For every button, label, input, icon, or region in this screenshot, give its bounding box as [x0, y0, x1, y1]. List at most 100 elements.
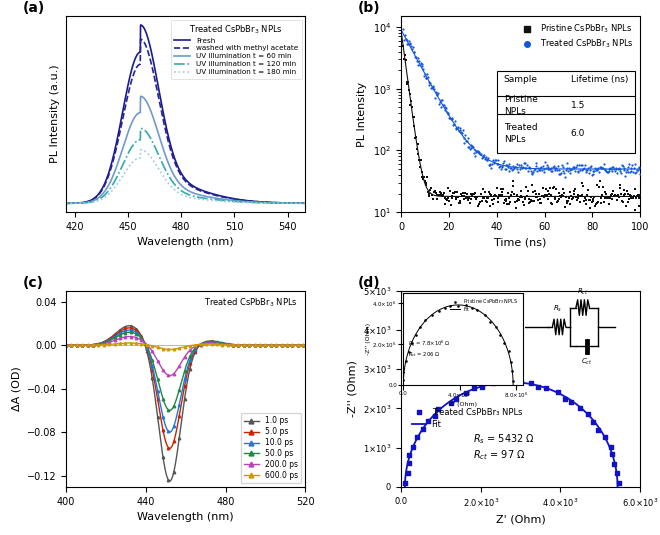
- Point: [523, 187, 533, 195]
- Treated CsPbBr₃ NPLs: [526, 379, 537, 387]
- Point: [537, 165, 547, 174]
- Point: [481, 193, 492, 202]
- Point: [634, 194, 644, 203]
- Point: [555, 170, 566, 179]
- Point: [544, 190, 554, 198]
- Point: [512, 196, 523, 205]
- Point: [406, 97, 416, 105]
- Point: [411, 133, 421, 141]
- Point: [519, 201, 529, 210]
- Point: [456, 127, 467, 136]
- Point: [468, 189, 478, 198]
- Point: [630, 184, 640, 193]
- Point: [417, 60, 428, 68]
- Point: [556, 190, 567, 199]
- Point: [620, 189, 630, 198]
- FancyBboxPatch shape: [496, 71, 636, 154]
- Point: [515, 164, 525, 173]
- Point: [449, 117, 460, 125]
- Point: [437, 192, 447, 200]
- Point: [413, 150, 424, 158]
- Point: [441, 195, 451, 203]
- Point: [416, 62, 427, 70]
- Text: 1.5: 1.5: [571, 101, 585, 110]
- Point: [457, 126, 468, 134]
- Point: [507, 166, 517, 174]
- Point: [446, 194, 457, 203]
- Treated CsPbBr₃ NPLs: [446, 399, 456, 408]
- Point: [452, 124, 463, 132]
- Point: [463, 143, 474, 151]
- Point: [418, 175, 428, 184]
- Point: [517, 198, 528, 207]
- Point: [414, 61, 425, 70]
- Point: [453, 193, 463, 202]
- Point: [444, 114, 455, 123]
- Point: [484, 188, 494, 196]
- Point: [529, 187, 540, 196]
- Point: [577, 161, 587, 170]
- Point: [452, 188, 463, 196]
- Point: [609, 192, 619, 200]
- Point: [442, 108, 452, 116]
- Treated CsPbBr₃ NPLs: [605, 442, 616, 451]
- Point: [622, 187, 632, 196]
- Point: [488, 192, 499, 200]
- Point: [595, 198, 606, 207]
- Point: [497, 190, 508, 199]
- Point: [541, 164, 551, 172]
- Point: [558, 192, 569, 200]
- Treated CsPbBr₃ NPLs: [613, 479, 624, 487]
- Point: [469, 151, 480, 160]
- Point: [521, 164, 531, 172]
- Fit: [540, 384, 548, 391]
- Point: [616, 196, 627, 205]
- Point: [591, 200, 601, 209]
- Point: [412, 140, 423, 149]
- Point: [604, 194, 614, 202]
- Point: [479, 194, 490, 203]
- Point: [492, 159, 502, 168]
- Point: [561, 158, 572, 167]
- Point: [474, 199, 484, 208]
- Point: [498, 185, 508, 193]
- Point: [618, 198, 628, 207]
- Point: [580, 200, 591, 209]
- Point: [540, 158, 550, 166]
- Point: [481, 155, 492, 164]
- Point: [549, 164, 560, 172]
- Point: [568, 164, 579, 172]
- Point: [593, 164, 603, 173]
- Point: [597, 163, 607, 172]
- Treated CsPbBr₃ NPLs: [533, 383, 543, 392]
- Point: [502, 200, 512, 208]
- Point: [547, 200, 558, 208]
- Point: [400, 30, 411, 39]
- Point: [440, 105, 450, 114]
- Point: [503, 189, 513, 197]
- Point: [600, 188, 611, 196]
- Point: [488, 200, 498, 209]
- Point: [552, 165, 562, 174]
- Point: [572, 193, 583, 202]
- Point: [604, 165, 614, 173]
- Point: [560, 173, 570, 181]
- Point: [564, 164, 574, 172]
- Treated CsPbBr₃ NPLs: [582, 410, 593, 418]
- Point: [479, 151, 490, 159]
- Point: [457, 192, 467, 200]
- Treated CsPbBr₃ NPLs: [566, 398, 576, 406]
- Point: [508, 165, 518, 173]
- Point: [472, 193, 482, 201]
- Point: [428, 82, 438, 91]
- Treated CsPbBr₃ NPLs: [587, 418, 598, 426]
- Point: [513, 195, 524, 204]
- Point: [453, 199, 464, 208]
- Point: [484, 161, 494, 170]
- Point: [546, 164, 557, 172]
- Point: [556, 161, 567, 170]
- Point: [599, 194, 610, 202]
- Point: [576, 192, 586, 200]
- Point: [540, 190, 550, 199]
- Point: [493, 197, 504, 206]
